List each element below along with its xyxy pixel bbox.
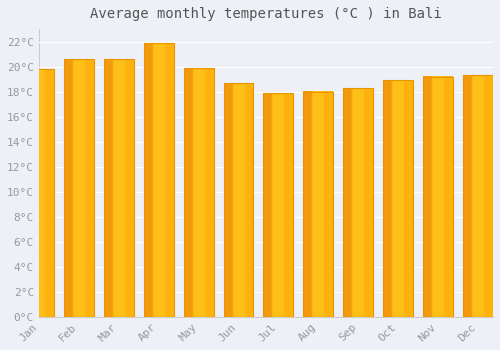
Bar xyxy=(104,59,134,317)
Bar xyxy=(184,68,214,317)
Bar xyxy=(463,75,493,317)
Bar xyxy=(383,80,413,317)
Bar xyxy=(104,59,134,317)
Bar xyxy=(383,80,413,317)
Bar xyxy=(64,59,94,317)
Bar xyxy=(304,92,334,317)
Bar xyxy=(264,93,294,317)
Bar xyxy=(264,93,294,317)
Bar xyxy=(224,83,254,317)
Bar xyxy=(463,75,493,317)
Bar xyxy=(64,59,94,317)
Bar xyxy=(304,92,334,317)
Bar xyxy=(344,88,374,317)
Bar xyxy=(24,69,54,317)
Bar xyxy=(224,83,254,317)
Bar xyxy=(144,43,174,317)
Bar xyxy=(423,77,453,317)
Bar xyxy=(344,88,374,317)
Title: Average monthly temperatures (°C ) in Bali: Average monthly temperatures (°C ) in Ba… xyxy=(90,7,442,21)
Bar xyxy=(423,77,453,317)
Bar xyxy=(24,69,54,317)
Bar xyxy=(184,68,214,317)
Bar xyxy=(144,43,174,317)
